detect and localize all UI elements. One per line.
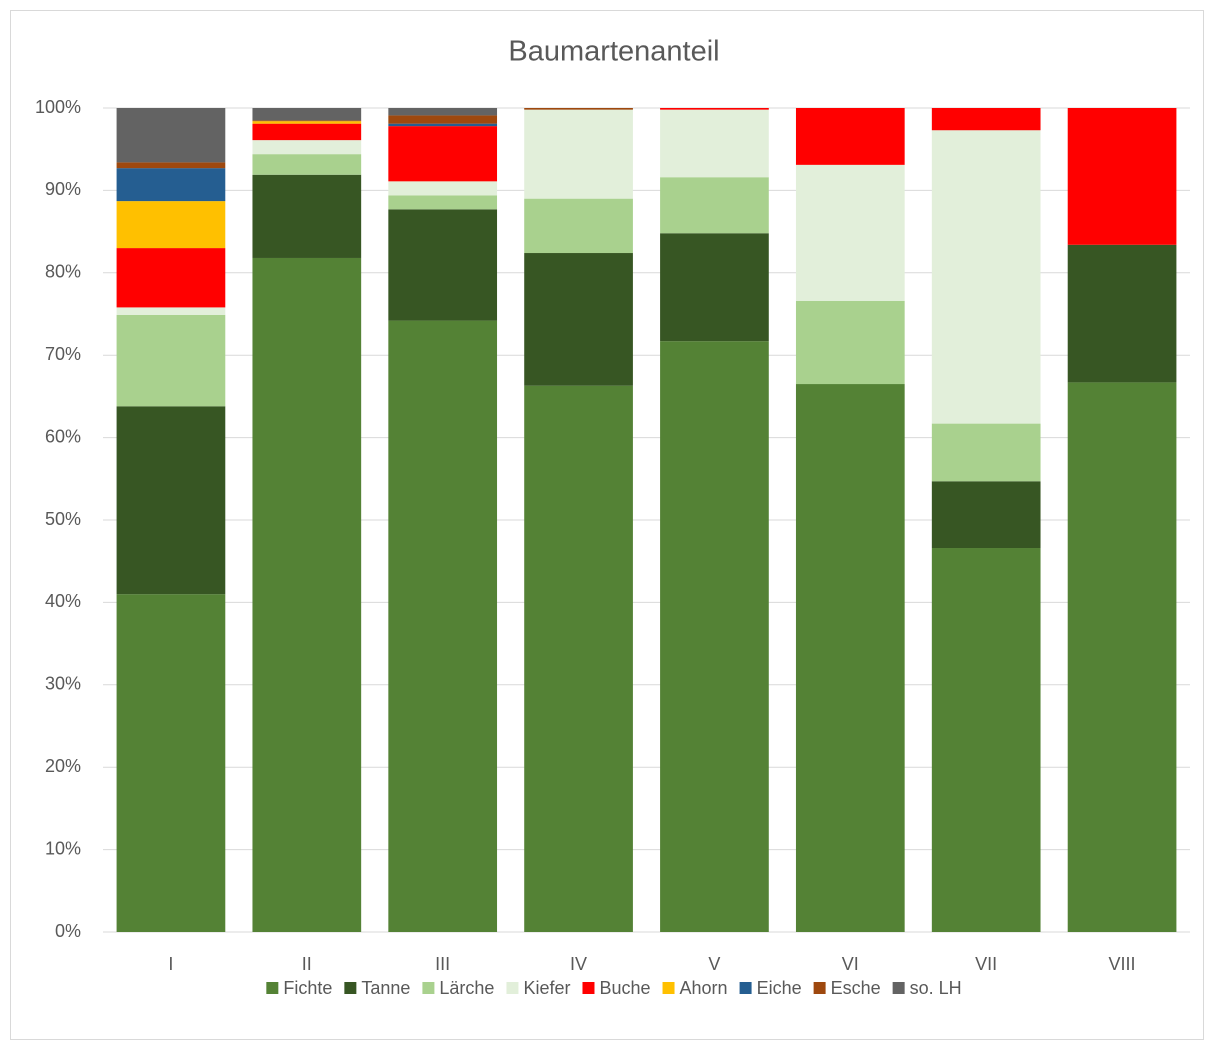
legend-swatch — [892, 982, 905, 994]
bar-segment — [795, 164, 905, 301]
bar-segment — [252, 154, 362, 175]
bar-segment — [660, 109, 769, 178]
y-tick-label: 60% — [45, 426, 81, 446]
bar-segment — [524, 109, 633, 199]
bar-segment — [116, 406, 226, 595]
bar-segment — [524, 198, 633, 254]
legend-label: so. LH — [910, 978, 962, 998]
bar-segment — [252, 257, 362, 932]
bar-segment — [1067, 244, 1177, 383]
bar-segment — [660, 108, 769, 110]
bar-segment — [660, 233, 769, 342]
y-tick-label: 80% — [45, 262, 81, 282]
bar-segment — [388, 320, 498, 932]
legend-label: Kiefer — [523, 978, 570, 998]
bar-segment — [116, 307, 226, 315]
bar-segment — [252, 108, 362, 121]
legend-swatch — [582, 982, 595, 994]
bar-segment — [1067, 382, 1177, 933]
bar-segment — [388, 126, 498, 182]
x-tick-label: I — [168, 954, 173, 974]
bar-segment — [116, 248, 226, 308]
y-tick-label: 10% — [45, 838, 81, 858]
bar-segment — [931, 423, 1041, 482]
bar-segment — [388, 195, 498, 210]
legend-swatch — [344, 982, 357, 994]
bar-segment — [388, 123, 498, 127]
bar-segment — [116, 108, 226, 163]
legend-swatch — [662, 982, 675, 994]
bar-segment — [252, 120, 362, 122]
y-tick-label: 40% — [45, 591, 81, 611]
x-tick-label: V — [708, 954, 720, 974]
x-tick-label: II — [302, 954, 312, 974]
legend-label: Esche — [831, 978, 881, 998]
bar-segment — [660, 341, 769, 932]
bar-segment — [252, 174, 362, 258]
bar-segment — [524, 253, 633, 386]
bar-segment — [524, 385, 633, 932]
bar-segment — [931, 108, 1041, 131]
bar-segment — [795, 384, 905, 932]
bar-segment — [116, 594, 226, 932]
bar-segment — [1067, 108, 1177, 245]
y-tick-label: 30% — [45, 674, 81, 694]
bar-segment — [388, 108, 498, 116]
bar-segment — [660, 177, 769, 234]
bar-segment — [116, 168, 226, 202]
bar-segment — [252, 140, 362, 155]
legend-label: Fichte — [283, 978, 332, 998]
bar-segment — [931, 130, 1041, 424]
y-tick-label: 100% — [35, 97, 81, 117]
x-tick-label: IV — [570, 954, 587, 974]
bar-segment — [116, 201, 226, 249]
bar-segment — [116, 162, 226, 169]
bar-segment — [795, 300, 905, 385]
bar-segment — [931, 481, 1041, 549]
x-tick-label: VIII — [1109, 954, 1136, 974]
x-tick-label: III — [435, 954, 450, 974]
y-tick-label: 90% — [45, 179, 81, 199]
legend-swatch — [422, 982, 435, 994]
legend-label: Tanne — [361, 978, 410, 998]
bar-segment — [795, 108, 905, 165]
legend-label: Buche — [599, 978, 650, 998]
x-tick-label: VI — [842, 954, 859, 974]
legend-swatch — [506, 982, 519, 994]
legend-label: Lärche — [439, 978, 494, 998]
x-tick-label: VII — [975, 954, 997, 974]
legend-swatch — [266, 982, 279, 994]
legend-label: Ahorn — [680, 978, 728, 998]
y-tick-label: 70% — [45, 344, 81, 364]
bar-segment — [252, 121, 362, 124]
chart-title: Baumartenanteil — [508, 36, 719, 68]
bar-segment — [388, 209, 498, 321]
y-tick-label: 0% — [55, 921, 81, 941]
bar-segment — [388, 115, 498, 124]
bar-segment — [388, 181, 498, 196]
bar-segment — [116, 314, 226, 407]
legend-swatch — [813, 982, 826, 994]
bar-segment — [252, 123, 362, 141]
y-tick-label: 20% — [45, 756, 81, 776]
legend-swatch — [739, 982, 752, 994]
legend-label: Eiche — [757, 978, 802, 998]
bar-segment — [931, 548, 1041, 932]
bar-segment — [524, 108, 633, 110]
y-tick-label: 50% — [45, 509, 81, 529]
